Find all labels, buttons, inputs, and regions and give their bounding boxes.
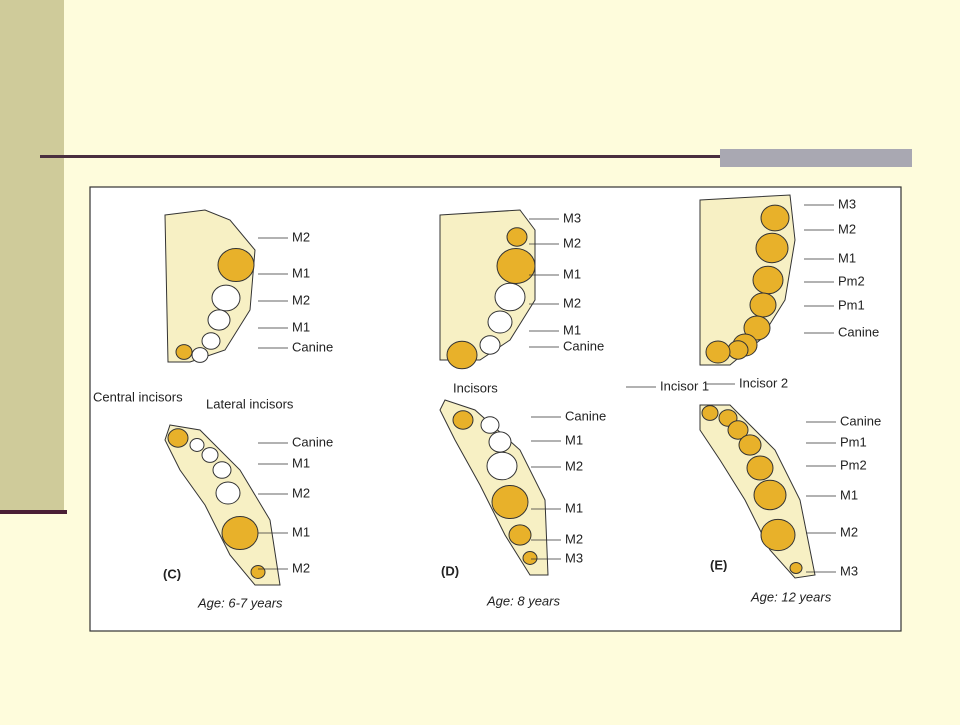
tooth-label: Pm2 <box>838 273 865 288</box>
side-rule <box>0 510 67 514</box>
tooth-label: Central incisors <box>93 389 183 404</box>
tooth <box>452 410 474 430</box>
teeth <box>167 204 803 579</box>
tooth-label: M3 <box>565 550 583 565</box>
tooth <box>189 438 205 452</box>
tooth <box>215 481 241 505</box>
tooth <box>789 561 803 575</box>
tooth <box>446 340 478 370</box>
tooth <box>480 416 500 434</box>
tooth <box>749 292 777 318</box>
panel-letter: (C) <box>163 566 181 581</box>
tooth-label: M3 <box>840 563 858 578</box>
tooth <box>506 227 528 247</box>
tooth-label: M2 <box>292 485 310 500</box>
tooth <box>496 248 536 284</box>
tooth-label: M2 <box>563 235 581 250</box>
panel-letter: (D) <box>441 563 459 578</box>
tooth <box>207 309 231 331</box>
tooth <box>491 484 529 520</box>
tooth <box>738 434 762 456</box>
panel-letter: (E) <box>710 557 727 572</box>
tooth-label: M1 <box>563 322 581 337</box>
tooth-label: M1 <box>563 266 581 281</box>
tooth <box>191 347 209 363</box>
bone <box>164 209 256 363</box>
tooth-label: Canine <box>563 338 604 353</box>
tooth <box>486 451 518 481</box>
tooth <box>701 405 719 421</box>
top-rule <box>40 155 912 158</box>
tooth <box>175 344 193 360</box>
tooth-label: M2 <box>565 458 583 473</box>
tooth-label: M3 <box>563 210 581 225</box>
tooth <box>201 332 221 350</box>
tooth <box>727 340 749 360</box>
tooth <box>753 479 787 511</box>
tooth <box>250 565 266 579</box>
tooth-label: Canine <box>840 413 881 428</box>
tooth-label: M2 <box>563 295 581 310</box>
tooth <box>211 284 241 312</box>
tooth <box>727 420 749 440</box>
tooth <box>494 282 526 312</box>
tooth-label: Lateral incisors <box>206 396 294 411</box>
tooth-label: M1 <box>292 265 310 280</box>
tooth-label: M2 <box>840 524 858 539</box>
age-caption: Age: 6-7 years <box>197 595 283 610</box>
tooth <box>752 265 784 295</box>
tooth-label: Canine <box>838 324 879 339</box>
tooth <box>760 518 796 552</box>
tooth-label: M2 <box>292 560 310 575</box>
tooth-label: Pm1 <box>838 297 865 312</box>
tooth-label: M2 <box>838 221 856 236</box>
age-caption: Age: 12 years <box>750 589 832 604</box>
tooth <box>488 431 512 453</box>
tooth <box>760 204 790 232</box>
tooth-label: Canine <box>292 339 333 354</box>
tooth-label: Incisors <box>453 380 498 395</box>
tooth-label: Incisor 2 <box>739 375 788 390</box>
tooth <box>705 340 731 364</box>
tooth-label: M1 <box>565 432 583 447</box>
tooth <box>746 455 774 481</box>
tooth-label: Pm2 <box>840 457 867 472</box>
tooth-label: M3 <box>838 196 856 211</box>
tooth <box>479 335 501 355</box>
accent-bar <box>720 149 912 167</box>
tooth-label: M2 <box>565 531 583 546</box>
tooth-label: M2 <box>292 229 310 244</box>
tooth <box>217 247 255 283</box>
age-caption: Age: 8 years <box>486 593 560 608</box>
tooth-label: M1 <box>840 487 858 502</box>
tooth <box>167 428 189 448</box>
tooth <box>212 461 232 479</box>
tooth <box>755 232 789 264</box>
tooth-label: M1 <box>292 524 310 539</box>
tooth-label: M1 <box>838 250 856 265</box>
tooth <box>522 551 538 565</box>
tooth <box>487 310 513 334</box>
tooth-label: M1 <box>292 455 310 470</box>
tooth-label: Pm1 <box>840 434 867 449</box>
side-bar <box>0 0 64 510</box>
tooth-label: M1 <box>292 319 310 334</box>
tooth <box>221 515 259 551</box>
tooth-label: Canine <box>565 408 606 423</box>
tooth-label: Canine <box>292 434 333 449</box>
tooth <box>508 524 532 546</box>
tooth-label: Incisor 1 <box>660 378 709 393</box>
tooth-label: M2 <box>292 292 310 307</box>
tooth-label: M1 <box>565 500 583 515</box>
tooth <box>743 315 771 341</box>
tooth <box>201 447 219 463</box>
